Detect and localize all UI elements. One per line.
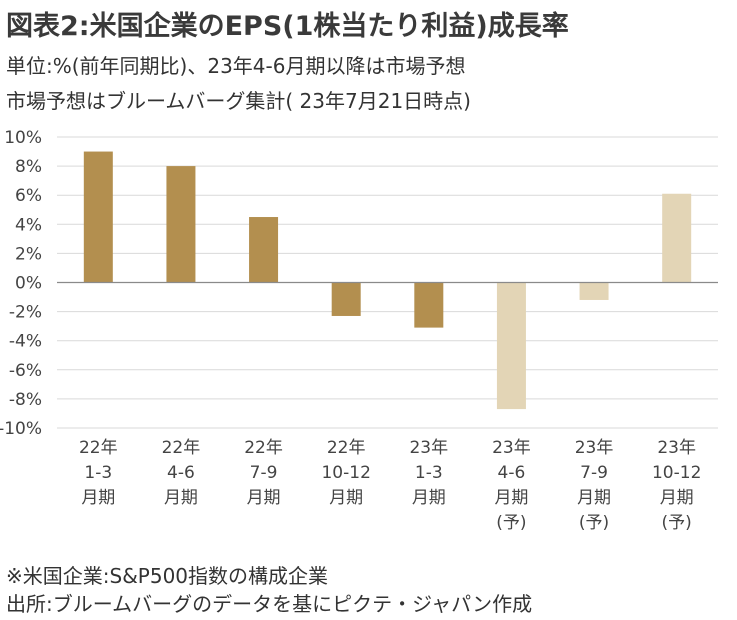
y-tick-label: 6% <box>15 186 42 206</box>
x-tick-label: 4-6 <box>498 463 526 483</box>
bar-chart: 10% 8% 6% 4% 2% 0% -2% -4% -6% -8% -10% 22年 1-3 月期 22年… <box>0 128 718 533</box>
x-tick-label: 月期 <box>412 488 446 508</box>
bar <box>331 282 361 316</box>
bar <box>496 282 526 410</box>
x-tick-label: 22年 <box>327 438 366 458</box>
x-tick-label: 23年 <box>409 438 448 458</box>
chart-subtitle-source-date: 市場予想はブルームバーグ集計( 23年7月21日時点) <box>6 89 471 113</box>
bar <box>166 166 196 283</box>
x-tick-label: 22年 <box>79 438 118 458</box>
footnote-source: 出所:ブルームバーグのデータを基にピクテ・ジャパン作成 <box>6 592 533 616</box>
y-tick-label: -8% <box>9 390 42 410</box>
x-tick-label: 22年 <box>162 438 201 458</box>
x-tick-label: 月期 <box>164 488 198 508</box>
y-tick-label: -4% <box>9 332 42 352</box>
x-tick-label: 月期 <box>494 488 528 508</box>
bar <box>249 217 279 283</box>
x-tick-label: 10-12 <box>652 463 701 483</box>
y-tick-label: 4% <box>15 215 42 235</box>
y-tick-label: -2% <box>9 303 42 323</box>
x-tick-label: 月期 <box>329 488 363 508</box>
y-tick-label: 0% <box>15 274 42 294</box>
x-tick-label: 10-12 <box>321 463 370 483</box>
x-tick-label: (予) <box>579 513 609 533</box>
bar <box>662 193 692 283</box>
x-tick-label: 4-6 <box>167 463 195 483</box>
y-tick-label: 8% <box>15 157 42 177</box>
y-tick-label: 10% <box>4 128 42 148</box>
x-tick-label: 7-9 <box>580 463 608 483</box>
y-tick-label: -10% <box>0 419 42 439</box>
y-tick-label: -6% <box>9 361 42 381</box>
bar <box>83 151 113 283</box>
bar <box>579 282 609 300</box>
x-tick-label: 月期 <box>577 488 611 508</box>
x-tick-label: 23年 <box>657 438 696 458</box>
bar <box>414 282 444 328</box>
x-tick-label: 23年 <box>575 438 614 458</box>
x-tick-label: 月期 <box>81 488 115 508</box>
x-tick-label: 1-3 <box>84 463 112 483</box>
x-tick-label: 23年 <box>492 438 531 458</box>
x-tick-label: 1-3 <box>415 463 443 483</box>
x-tick-label: 月期 <box>660 488 694 508</box>
x-tick-label: (予) <box>496 513 526 533</box>
y-tick-label: 2% <box>15 244 42 264</box>
chart-subtitle-unit: 単位:%(前年同期比)、23年4-6月期以降は市場予想 <box>6 54 466 78</box>
footnote-definition: ※米国企業:S&P500指数の構成企業 <box>6 564 329 588</box>
x-tick-label: (予) <box>662 513 692 533</box>
x-tick-label: 月期 <box>247 488 281 508</box>
chart-title: 図表2:米国企業のEPS(1株当たり利益)成長率 <box>6 11 569 42</box>
x-tick-label: 22年 <box>244 438 283 458</box>
x-tick-label: 7-9 <box>250 463 278 483</box>
